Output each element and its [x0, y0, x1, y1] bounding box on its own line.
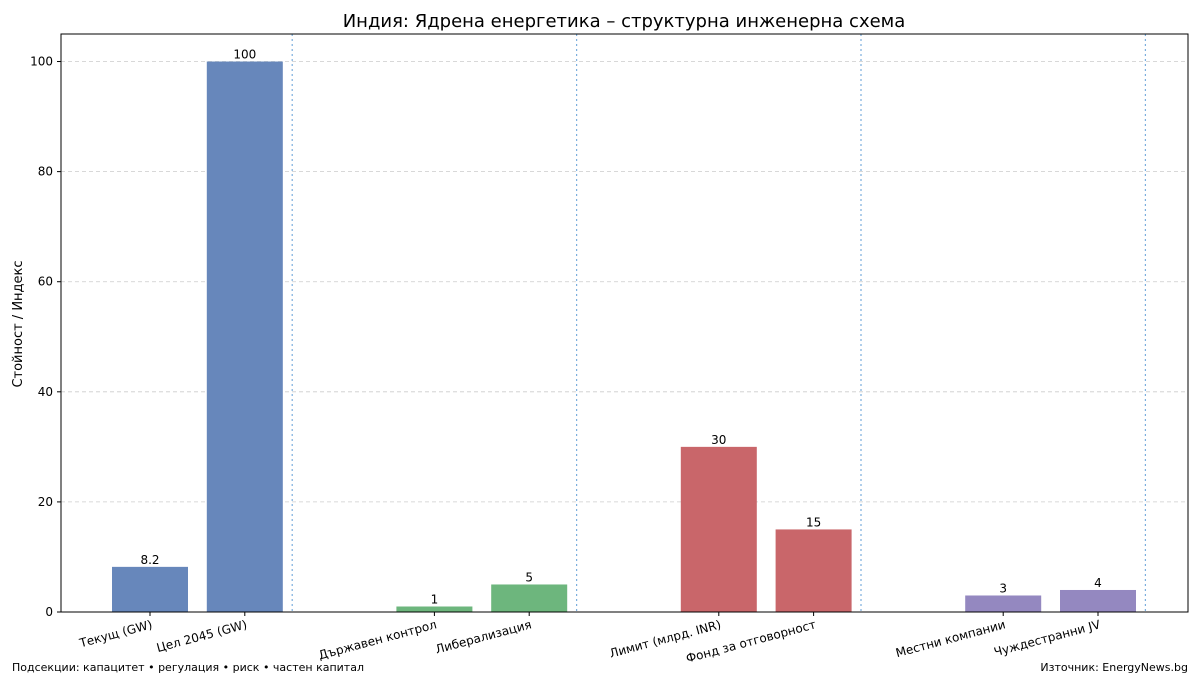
plot-frame: [60, 33, 1189, 613]
y-tick-label: 80: [38, 165, 53, 179]
bar-value-label: 100: [233, 48, 256, 62]
x-tick-label: Либерализация: [434, 617, 533, 656]
y-tick-label: 40: [38, 385, 53, 399]
y-tick-label: 100: [30, 55, 53, 69]
bar: [1060, 589, 1136, 612]
y-tick-label: 60: [38, 275, 53, 289]
y-axis-label: Стойност / Индекс: [11, 260, 26, 387]
x-tick-label: Текущ (GW): [77, 617, 154, 650]
bar: [206, 61, 283, 613]
x-tick-label: Местни компании: [894, 617, 1007, 660]
y-tick-label: 20: [38, 495, 53, 509]
bar: [775, 529, 852, 612]
footer-subsections: Подсекции: капацитет • регулация • риск …: [12, 661, 364, 674]
x-tick-label: Държавен контрол: [317, 617, 438, 662]
group-separators: [291, 34, 1147, 612]
bar: [112, 566, 188, 612]
bar: [680, 446, 757, 612]
bar: [965, 595, 1042, 612]
bar: [396, 606, 473, 612]
bar: [491, 584, 568, 612]
x-tick-label: Чуждестранни JV: [992, 617, 1102, 659]
bar-value-label: 30: [711, 433, 726, 447]
bar-value-label: 15: [806, 515, 821, 529]
chart-title: Индия: Ядрена енергетика – структурна ин…: [343, 11, 906, 32]
bar-value-label: 3: [999, 581, 1007, 595]
bars: [112, 61, 1136, 613]
bar-value-label: 8.2: [140, 553, 159, 567]
x-tick-label: Цел 2045 (GW): [155, 617, 249, 655]
y-axis-ticks: 0 20 40 60 80 100: [30, 55, 61, 619]
y-tick-label: 0: [45, 605, 53, 619]
footer-source: Източник: EnergyNews.bg: [1040, 661, 1188, 674]
bar-value-label: 5: [525, 570, 533, 584]
bar-value-label: 1: [431, 592, 439, 606]
bar-value-label: 4: [1094, 576, 1102, 590]
x-axis-ticks: Текущ (GW) Цел 2045 (GW) Държавен контролЛ…: [77, 612, 1103, 666]
gridlines: [61, 61, 1188, 503]
